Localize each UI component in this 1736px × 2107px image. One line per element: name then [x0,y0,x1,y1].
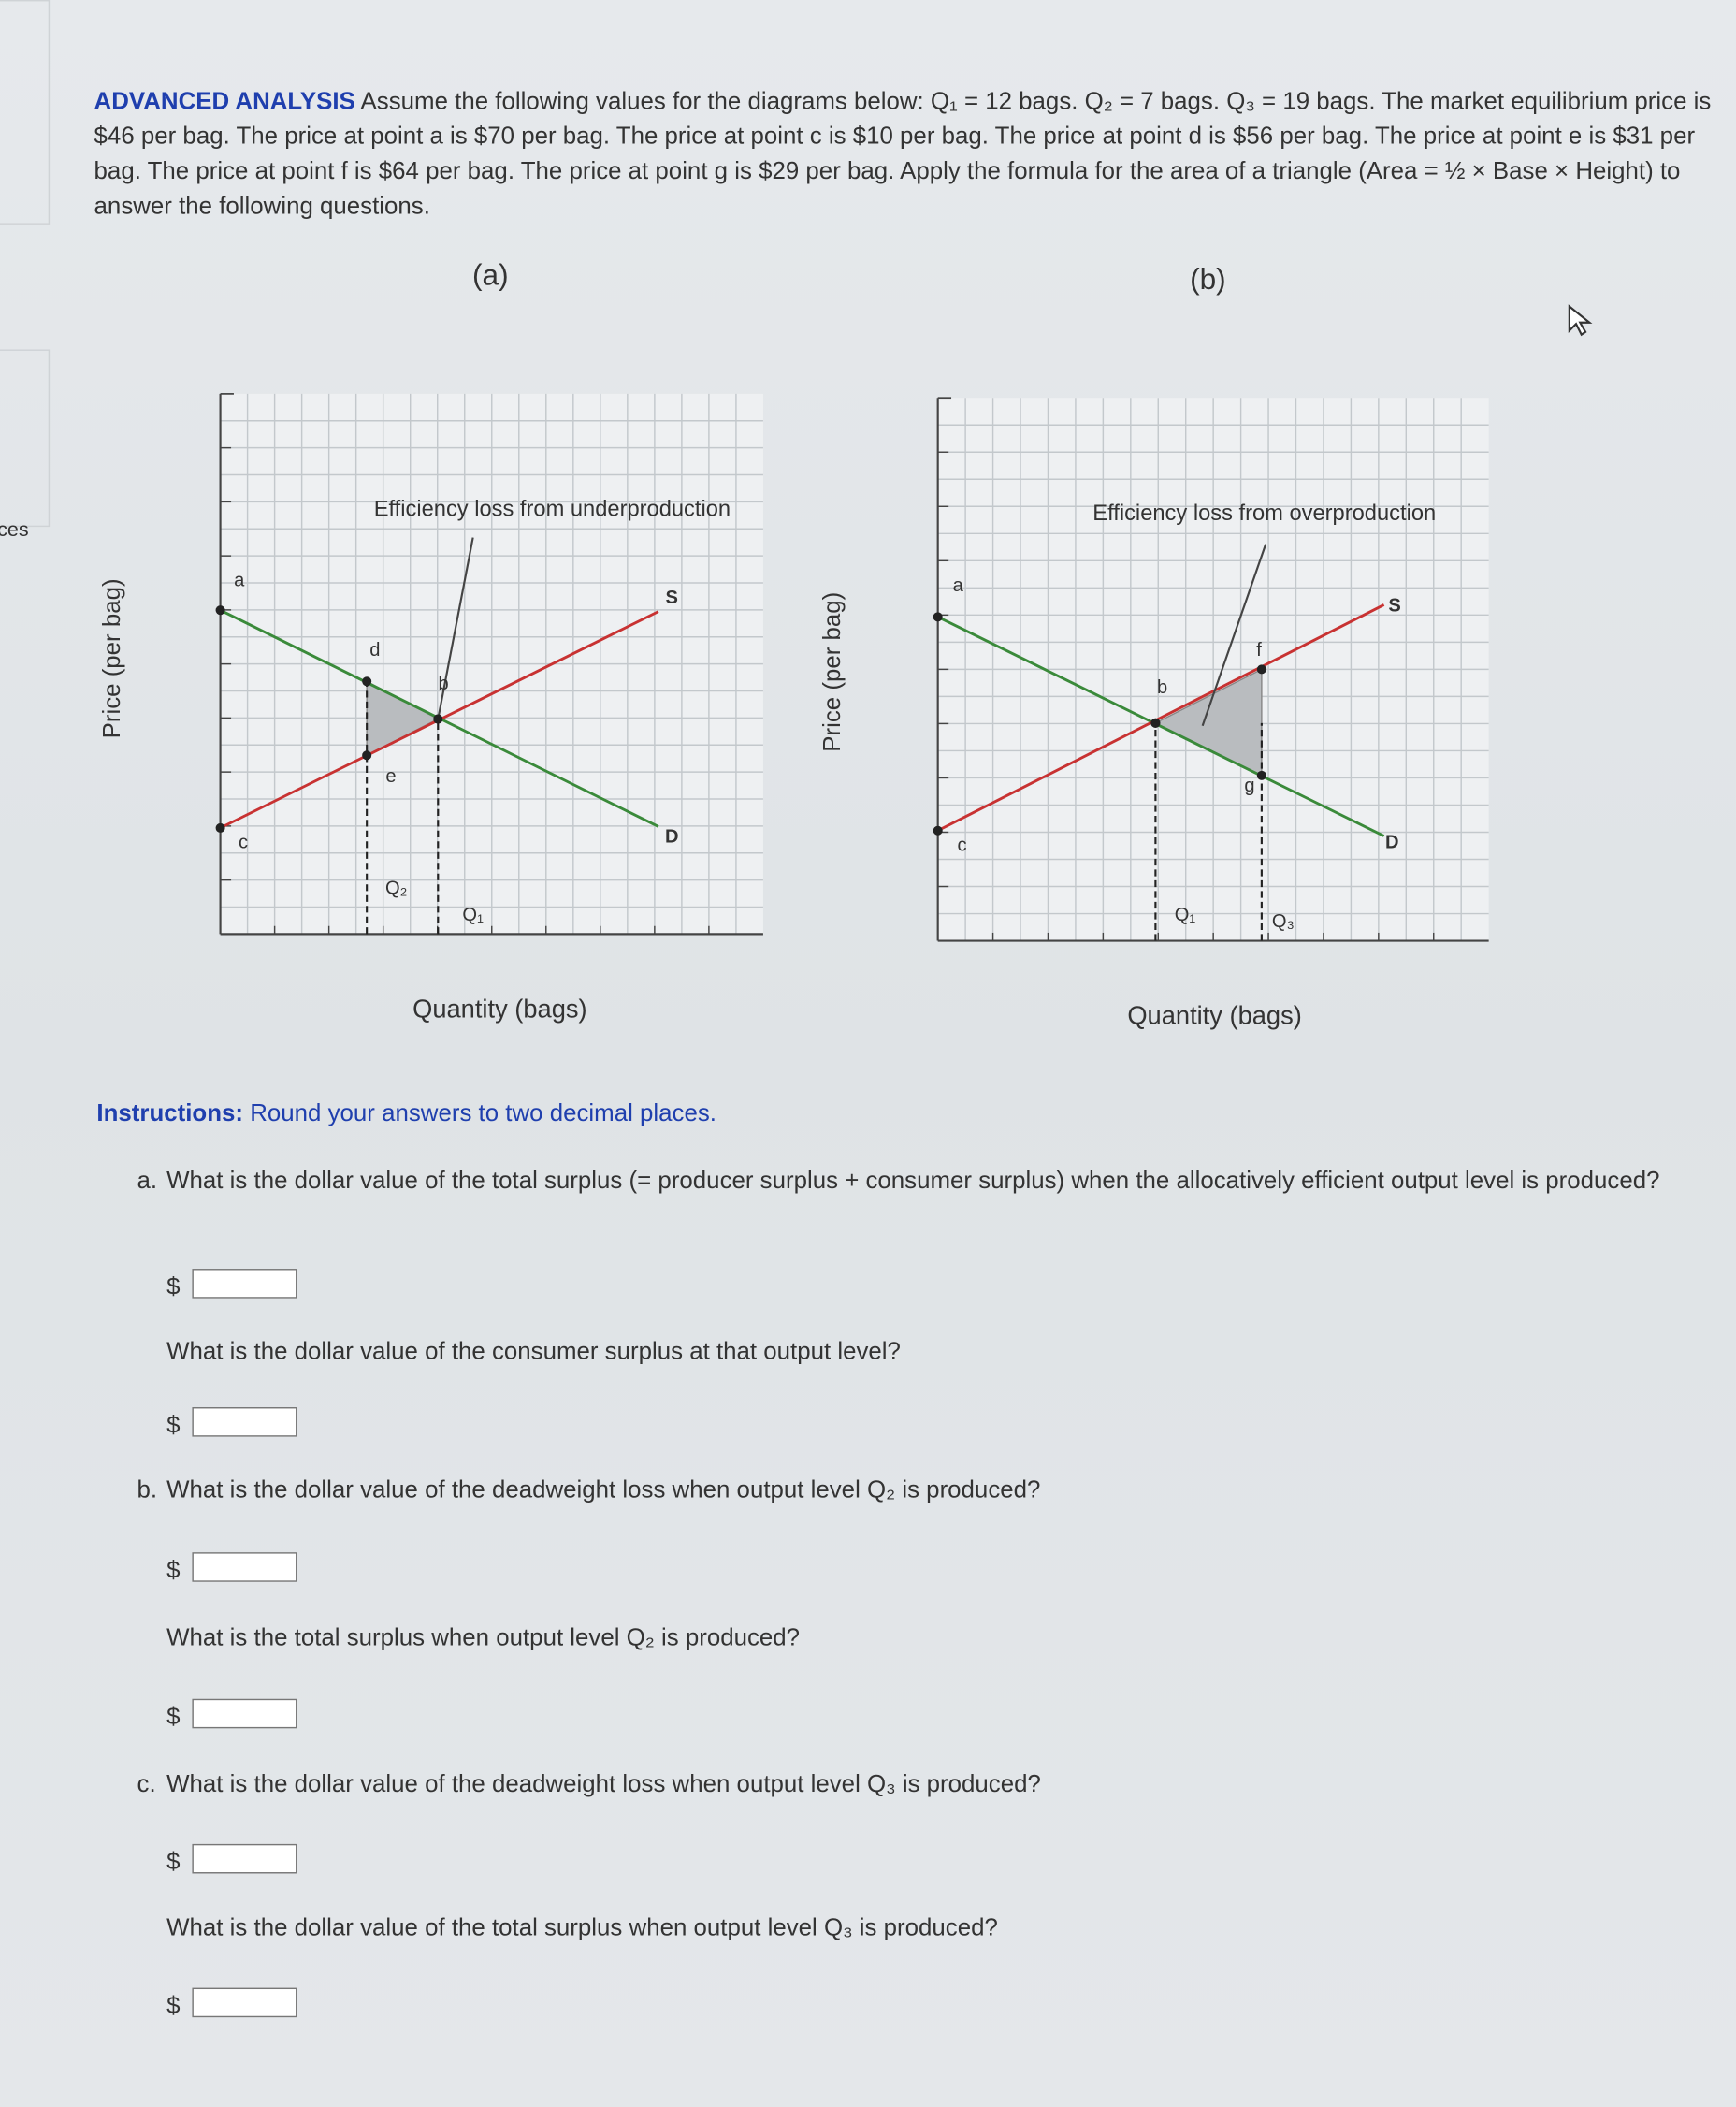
diagram: (a) Efficiency loss from underproduction P… [99,258,763,1023]
point-label: Q₃ [1272,911,1295,932]
question-marker: a. [137,1166,158,1194]
point [215,822,225,833]
problem-label: ADVANCED ANALYSIS [94,87,355,115]
point-label: a [953,575,964,596]
problem-text: Assume the following values for the diag… [94,87,1712,220]
point-label: d [369,640,380,661]
point-label: f [1256,640,1262,661]
currency-symbol: $ [166,1272,181,1301]
x-axis-label: Quantity (bags) [412,994,587,1023]
instructions: Instructions: Round your answers to two … [96,1096,716,1130]
demand-curve [937,616,1385,837]
question-marker: b. [137,1475,158,1504]
answer-input[interactable] [192,1407,297,1437]
answer-input[interactable] [192,1698,297,1729]
label-pointer [1201,544,1267,727]
currency-symbol: $ [166,1556,181,1584]
point-label: g [1244,776,1254,796]
question-prompt: What is the dollar value of the deadweig… [166,1475,1041,1504]
currency-symbol: $ [166,1991,181,2019]
question-prompt: What is the dollar value of the deadweig… [166,1769,1041,1797]
problem-statement: ADVANCED ANALYSIS Assume the following v… [94,83,1736,223]
point [433,714,443,724]
question-marker: c. [137,1769,156,1797]
question-prompt: What is the dollar value of the total su… [166,1913,998,1941]
diagram-caption: (b) [1190,262,1226,296]
point-label: Q₁ [1175,905,1196,925]
point-label: e [385,766,396,787]
question-prompt: What is the total surplus when output le… [166,1623,801,1651]
diagrams: (a) Efficiency loss from underproduction P… [99,258,1489,1030]
point [933,825,943,836]
point-label: Q₂ [385,878,407,898]
point-label: c [239,832,248,852]
point-label: D [1385,832,1399,852]
sidebar-panel [0,0,51,225]
diagram-title: Efficiency loss from overproduction [1092,501,1436,526]
point [1150,718,1161,728]
point [362,750,372,761]
answer-input[interactable] [192,1843,297,1874]
currency-symbol: $ [166,1703,181,1730]
point [215,605,225,616]
question-prompt: What is the dollar value of the consumer… [166,1337,901,1365]
point-label: c [958,835,967,855]
point-label: a [234,570,245,590]
sidebar-panel [0,349,51,528]
supply-curve [937,603,1385,833]
point [362,676,372,687]
instructions-label: Instructions: [96,1099,244,1126]
point-label: S [666,588,678,608]
point-label: Q₁ [462,905,484,925]
diagram-title: Efficiency loss from underproduction [374,498,731,522]
point [1256,770,1266,780]
question-prompt: What is the dollar value of the total su… [166,1166,1660,1194]
y-axis-label: Price (per bag) [99,578,125,738]
answer-input[interactable] [192,1987,297,2018]
point [933,612,943,622]
currency-symbol: $ [166,1848,181,1875]
label-pointer [437,537,474,719]
answer-input[interactable] [192,1269,297,1299]
diagram-caption: (a) [472,258,509,292]
currency-symbol: $ [166,1411,181,1439]
point-label: S [1388,596,1400,617]
point-label: b [1157,677,1167,698]
point-label: b [438,674,448,694]
point [1256,664,1266,675]
x-axis-label: Quantity (bags) [1127,1001,1302,1030]
sidebar-text: ces [0,518,29,542]
answer-input[interactable] [192,1552,297,1582]
diagram: (b) Efficiency loss from overproduction Pr… [819,262,1489,1030]
instructions-text: Round your answers to two decimal places… [250,1099,716,1126]
y-axis-label: Price (per bag) [819,592,846,752]
mouse-cursor [1568,304,1593,337]
point-label: D [665,827,679,848]
